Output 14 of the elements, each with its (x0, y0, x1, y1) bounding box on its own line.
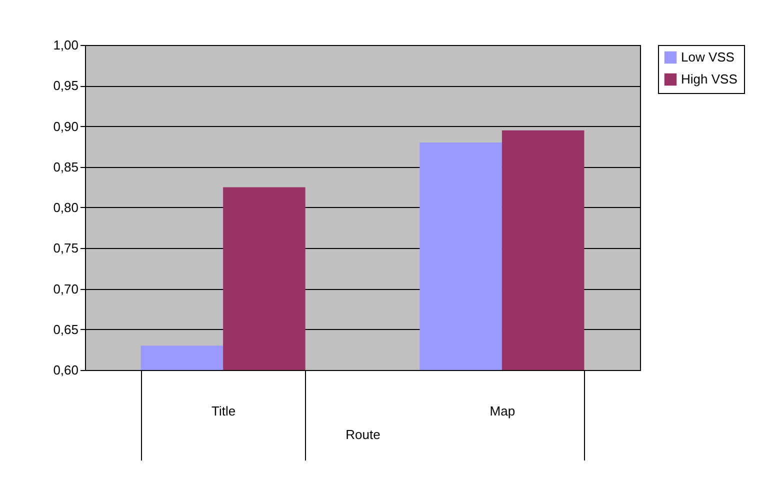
y-tick-label: 1,00 (53, 38, 78, 52)
x-tick-label: Title (212, 404, 236, 418)
y-tick-label: 0,85 (53, 159, 78, 174)
y-tick-label: 0,80 (53, 200, 78, 215)
legend-label: High VSS (681, 72, 738, 86)
y-tick-label: 0,95 (53, 78, 78, 94)
y-tick-label: 0,75 (53, 240, 78, 256)
x-tick-label: Map (490, 404, 516, 418)
y-tick-label: 0,90 (53, 118, 78, 134)
y-tick-label: 0,60 (53, 362, 78, 378)
legend-label: Low VSS (681, 50, 735, 64)
x-axis-title: Route (346, 427, 380, 442)
y-tick-label: 0,65 (53, 322, 78, 337)
y-tick-label: 0,70 (53, 281, 78, 296)
